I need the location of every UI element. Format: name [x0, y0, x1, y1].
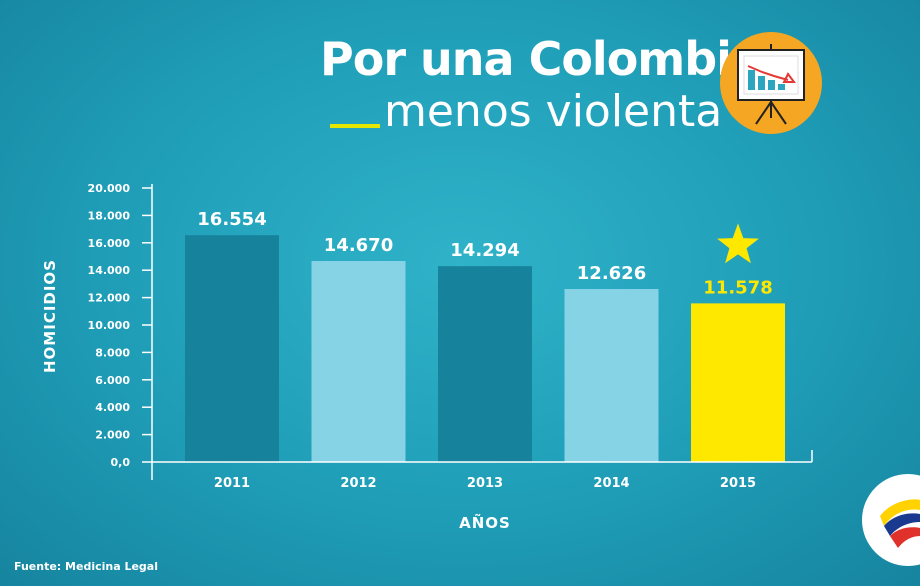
y-tick-label: 18.000 — [88, 209, 131, 222]
value-label-2011: 16.554 — [197, 209, 266, 230]
y-tick-label: 0,0 — [111, 456, 131, 469]
page-title: Por una Colombia — [320, 32, 762, 86]
value-labels: 16.554 14.670 14.294 12.626 11.578 — [197, 209, 772, 298]
value-label-2013: 14.294 — [450, 240, 519, 261]
x-tick-label-2015: 2015 — [720, 476, 756, 491]
bar-2014 — [564, 289, 659, 462]
value-label-2014: 12.626 — [577, 263, 646, 284]
value-label-2015: 11.578 — [703, 277, 772, 298]
title-underline-dash — [330, 124, 380, 128]
presentation-board-icon — [720, 32, 822, 134]
page-subtitle: menos violenta — [384, 86, 723, 137]
y-tick-label: 4.000 — [95, 401, 130, 414]
bars — [185, 235, 785, 462]
x-tick-label-2014: 2014 — [593, 476, 629, 491]
y-tick-label: 16.000 — [88, 237, 131, 250]
source-note: Fuente: Medicina Legal — [14, 560, 158, 573]
y-axis-title: HOMICIDIOS — [41, 259, 59, 373]
x-tick-label-2012: 2012 — [340, 476, 376, 491]
x-axis-title: AÑOS — [459, 513, 511, 532]
y-tick-label: 2.000 — [95, 429, 130, 442]
x-tick-label-2013: 2013 — [467, 476, 503, 491]
y-axis: 0,0 2.000 4.000 6.000 8.000 10.000 12.000 14.00… — [88, 182, 153, 480]
y-tick-label: 12.000 — [88, 292, 131, 305]
x-axis: 2011 2012 2013 2014 2015 — [152, 450, 813, 491]
bar-2015 — [691, 303, 785, 462]
value-label-2012: 14.670 — [324, 235, 393, 256]
y-tick-label: 14.000 — [88, 264, 131, 277]
y-tick-label: 6.000 — [95, 374, 130, 387]
star-icon — [717, 223, 759, 264]
bar-2011 — [185, 235, 279, 462]
colombia-logo-icon — [862, 474, 920, 566]
bar-2013 — [438, 266, 532, 462]
y-tick-label: 10.000 — [88, 319, 131, 332]
y-tick-label: 8.000 — [95, 346, 130, 359]
y-tick-label: 20.000 — [88, 182, 131, 195]
bar-2012 — [311, 261, 406, 462]
x-tick-label-2011: 2011 — [214, 476, 250, 491]
